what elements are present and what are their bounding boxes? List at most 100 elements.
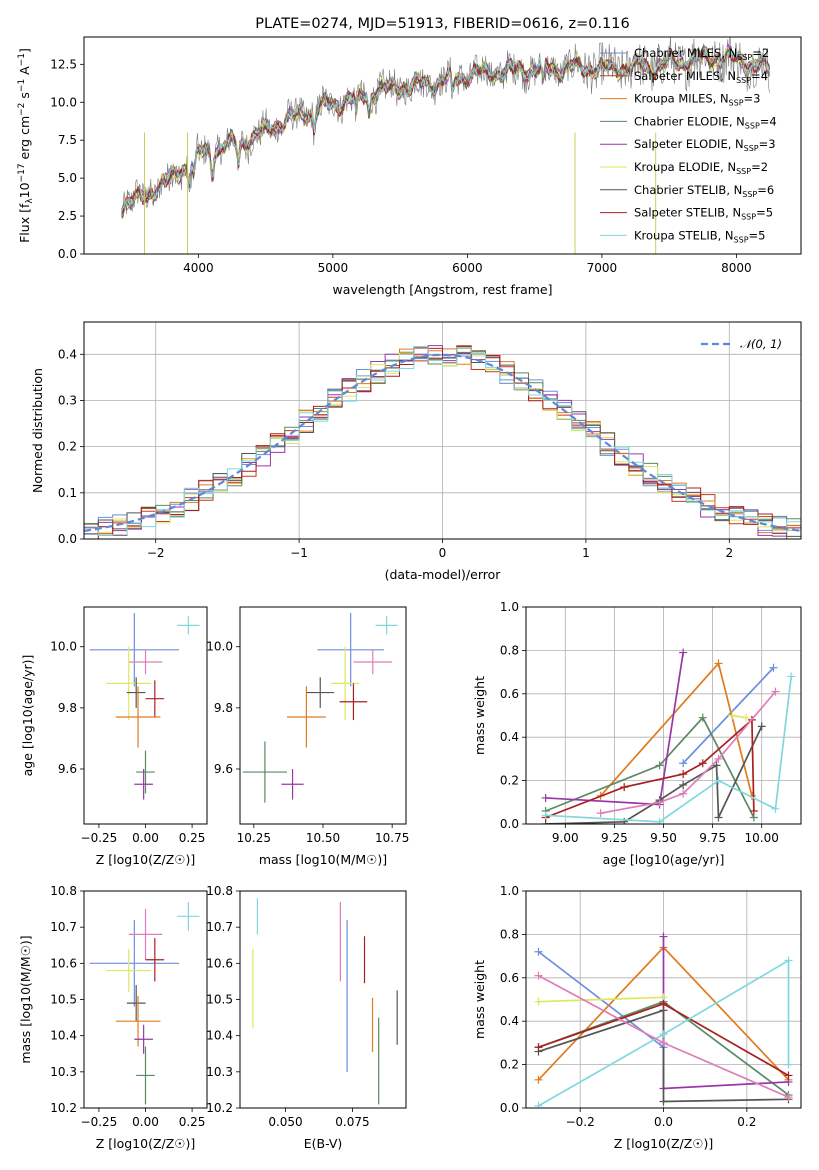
weight-marker	[784, 1071, 793, 1080]
x-axis-label: Z [log10(Z/Z☉)]	[614, 1136, 714, 1151]
legend-entry: Chabrier ELODIE, NSSP=4	[634, 114, 777, 130]
y-tick-label: 5.0	[58, 171, 77, 185]
weight-series	[596, 659, 756, 800]
errorbar-point	[115, 686, 161, 748]
x-axis-label: mass [log10(M/M☉)]	[259, 852, 387, 867]
residual-histogram	[84, 346, 801, 536]
weight-marker	[659, 1030, 668, 1039]
axes-spectrum: 4000 5000 6000 7000 8000 0.0 2.5 5.0 7.5 10.0 12.5	[50, 36, 802, 275]
y-tick-label: 0.4	[500, 1014, 519, 1028]
weight-marker	[541, 811, 550, 820]
residual-histogram	[84, 346, 801, 539]
x-tick-label: −0.2	[566, 1115, 595, 1129]
y-tick-label: 0.2	[58, 440, 77, 454]
weight-line	[545, 717, 755, 819]
weight-marker	[712, 761, 721, 770]
axes-residuals: −2 −1 0 1 2 0.0 0.1 0.2 0.3 0.4	[58, 321, 802, 560]
y-axis-label: age [log10(age/yr)]	[20, 655, 35, 777]
errorbar-point	[339, 683, 368, 721]
axes-weight_vs_Z: −0.2 0.0 0.2 0.0 0.2 0.4 0.6 0.8 1.0	[500, 884, 802, 1129]
weight-marker	[534, 1043, 543, 1052]
weight-marker	[679, 780, 688, 789]
weight-marker	[620, 783, 629, 792]
weight-marker	[659, 1097, 668, 1106]
errorbar-point	[287, 686, 326, 748]
x-axis-label: wavelength [Angstrom, rest frame]	[332, 282, 552, 297]
weight-series	[728, 711, 750, 722]
x-tick-label: 2	[725, 546, 733, 560]
y-tick-label: 0.4	[58, 347, 77, 361]
weight-series	[534, 971, 793, 1102]
x-axis-label: Z [log10(Z/Z☉)]	[96, 1136, 196, 1151]
y-tick-label: 10.3	[50, 1065, 77, 1079]
weight-marker	[655, 817, 664, 824]
weight-series	[541, 715, 758, 822]
weight-marker	[659, 999, 668, 1008]
y-tick-label: 10.8	[50, 884, 77, 898]
weight-marker	[655, 761, 664, 770]
y-tick-label: 2.5	[58, 209, 77, 223]
x-axis-label: Z [log10(Z/Z☉)]	[96, 852, 196, 867]
y-tick-label: 0.2	[500, 774, 519, 788]
plot-area	[526, 891, 801, 1108]
plot-area	[121, 37, 771, 254]
errorbar-point	[281, 768, 304, 800]
weight-marker	[655, 798, 664, 807]
x-tick-label: 0.00	[132, 1115, 159, 1129]
x-tick-label: 10.25	[237, 831, 271, 845]
x-axis-label: age [log10(age/yr)]	[603, 852, 725, 867]
weight-marker	[714, 813, 723, 822]
y-tick-label: 0.2	[500, 1058, 519, 1072]
x-tick-label: 0.25	[179, 1115, 206, 1129]
y-tick-label: 10.4	[206, 1029, 233, 1043]
errorbar-point	[375, 616, 398, 635]
y-tick-label: 9.8	[58, 701, 77, 715]
weight-marker	[784, 956, 793, 965]
plot-area	[252, 898, 398, 1105]
weight-marker	[698, 759, 707, 768]
legend-entry: Salpeter MILES, NSSP=4	[634, 69, 768, 85]
y-tick-label: 0.3	[58, 393, 77, 407]
weight-marker	[534, 997, 543, 1006]
weight-line	[545, 725, 763, 824]
weight-marker	[784, 1060, 793, 1069]
legend-entry: Chabrier MILES, NSSP=2	[634, 46, 769, 62]
y-tick-label: 10.7	[50, 920, 77, 934]
y-tick-label: 0.0	[58, 247, 77, 261]
y-tick-label: 10.2	[206, 1101, 233, 1115]
y-tick-label: 9.6	[58, 762, 77, 776]
x-tick-label: −1	[290, 546, 308, 560]
x-tick-label: 9.00	[552, 831, 579, 845]
errorbar-point	[89, 613, 180, 687]
y-axis-label: mass weight	[472, 960, 487, 1039]
x-tick-label: 0.0	[654, 1115, 673, 1129]
errorbar-point	[115, 995, 161, 1047]
errorbar-point	[331, 646, 359, 721]
weight-marker	[679, 770, 688, 779]
errorbar-point	[177, 901, 200, 931]
y-tick-label: 1.0	[500, 884, 519, 898]
y-tick-label: 10.0	[50, 640, 77, 654]
y-tick-label: 0.8	[500, 927, 519, 941]
axes-mass_vs_ebv: 0.050 0.075 10.2 10.3 10.4 10.5 10.6 10.7 10.8	[206, 884, 407, 1129]
weight-line	[538, 958, 790, 1107]
y-tick-label: 9.6	[214, 762, 233, 776]
y-tick-label: 10.2	[50, 1101, 77, 1115]
axes-frame	[83, 36, 802, 255]
y-tick-label: 10.4	[50, 1029, 77, 1043]
weight-series	[541, 672, 796, 824]
errorbar-point	[136, 750, 155, 794]
y-tick-label: 0.6	[500, 687, 519, 701]
axes-age_vs_mass: 10.25 10.50 10.75 9.6 9.8 10.0	[206, 606, 409, 845]
errorbar-point	[89, 919, 180, 1007]
y-axis-label: mass [log10(M/M☉)]	[18, 935, 33, 1063]
x-tick-label: 0.2	[737, 1115, 756, 1129]
weight-marker	[698, 713, 707, 722]
weight-marker	[787, 672, 796, 681]
plot-area	[84, 322, 801, 539]
legend-entry: Kroupa STELIB, NSSP=5	[634, 228, 765, 244]
weight-line	[538, 1009, 789, 1103]
x-tick-label: 10.75	[375, 831, 409, 845]
errorbar-point	[134, 1024, 153, 1054]
y-tick-label: 9.8	[214, 701, 233, 715]
